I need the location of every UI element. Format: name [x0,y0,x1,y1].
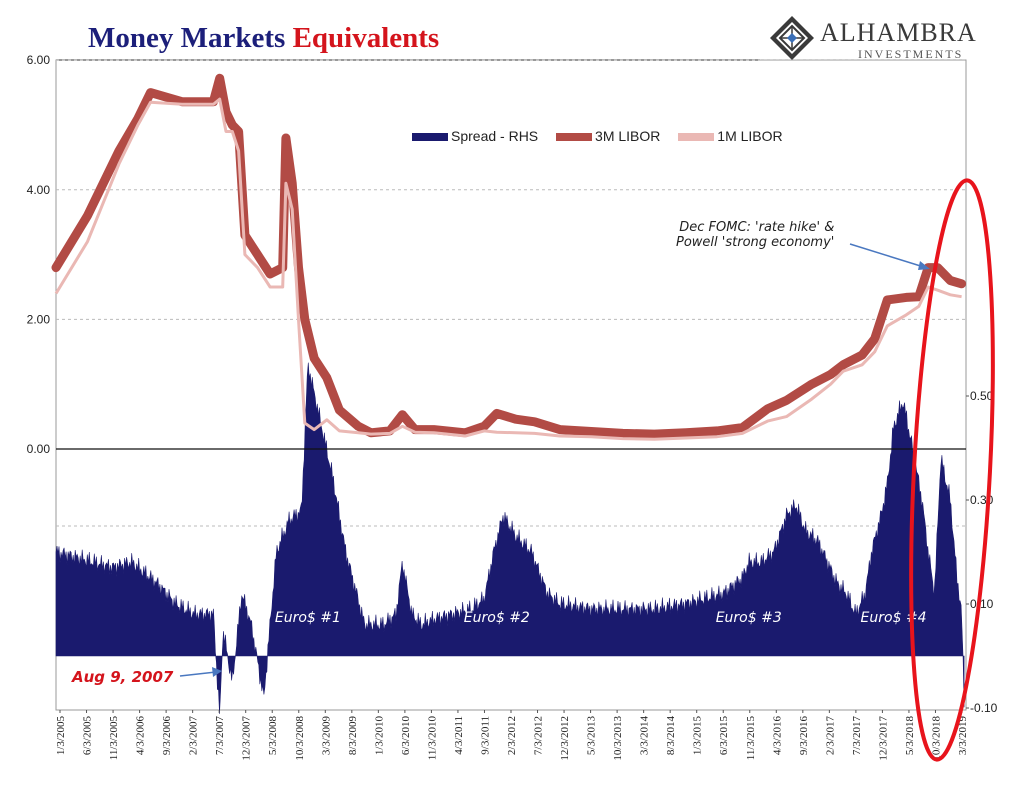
axis-layer: 0.002.004.006.00-0.100.100.300.501/3/200… [27,53,998,760]
x-tick-label: 6/3/2005 [82,716,94,756]
x-tick-label: 7/3/2012 [533,716,545,755]
libor-series-layer [51,73,967,441]
x-tick-label: 12/3/2012 [559,716,571,761]
fomc-arrow-line [849,243,928,269]
x-tick-label: 4/3/2006 [135,716,147,756]
x-tick-label: 12/3/2007 [241,716,253,761]
x-tick-label: 5/3/2008 [267,716,279,756]
x-tick-label: 3/3/2009 [320,716,332,756]
x-tick-label: 10/3/2008 [294,716,306,761]
x-tick-label: 4/3/2016 [771,716,783,756]
highlight-ellipse [909,178,995,762]
fomc-annotation: Dec FOMC: 'rate hike' & Powell 'strong e… [676,220,834,250]
x-tick-label: 2/3/2012 [506,716,518,755]
y-left-tick-label: 4.00 [27,183,51,197]
chart-legend: Spread - RHS 3M LIBOR 1M LIBOR [412,128,797,144]
euro-dollar-region-label: Euro$ #2 [464,610,530,626]
euro-dollar-region-label: Euro$ #4 [861,610,927,626]
x-tick-label: 1/3/2015 [692,716,704,756]
x-tick-label: 5/3/2018 [904,716,916,756]
x-tick-label: 2/3/2017 [824,716,836,756]
logo-subtitle: INVESTMENTS [858,47,964,61]
fomc-annotation-line-2: Powell 'strong economy' [676,235,835,250]
title-part-1: Money Markets [88,22,286,54]
x-tick-label: 5/3/2013 [586,716,598,756]
title-part-2: Equivalents [292,22,440,54]
x-tick-label: 7/3/2007 [214,716,226,756]
x-tick-label: 3/3/2019 [957,716,969,756]
x-tick-label: 1/3/2005 [55,716,67,756]
euro-dollar-region-label: Euro$ #3 [716,610,782,626]
y-right-tick-label: 0.50 [970,389,994,403]
x-tick-label: 4/3/2011 [453,716,465,755]
fomc-arrow-head [918,261,930,270]
x-tick-label: 11/3/2015 [745,716,757,761]
x-tick-label: 2/3/2007 [188,716,200,756]
legend-label-3m-libor: 3M LIBOR [595,128,661,144]
spread-area [55,362,965,714]
aug-9-2007-label: Aug 9, 2007 [72,668,174,686]
alhambra-logo: ALHAMBRA INVESTMENTS [768,14,1018,66]
x-tick-label: 7/3/2017 [851,716,863,756]
fomc-annotation-line-1: Dec FOMC: 'rate hike' & [679,220,835,235]
legend-swatch-spread [412,133,448,142]
x-tick-label: 9/3/2011 [479,716,491,755]
x-tick-label: 9/3/2006 [161,716,173,756]
chart-title: Money Markets Equivalents [88,22,439,55]
x-tick-label: 12/3/2017 [877,716,889,761]
euro-dollar-region-label: Euro$ #1 [275,610,341,626]
spread-series-layer [55,362,965,714]
x-tick-label: 8/3/2014 [665,716,677,756]
x-tick-label: 10/3/2013 [612,716,624,761]
y-right-tick-label: -0.10 [970,701,998,715]
x-tick-label: 6/3/2015 [718,716,730,756]
x-tick-label: 1/3/2010 [373,716,385,756]
x-tick-label: 10/3/2018 [930,716,942,761]
legend-item-spread: Spread - RHS [412,128,538,144]
label-layer: Euro$ #1 Euro$ #2 Euro$ #3 Euro$ #4 [179,178,995,762]
y-left-tick-label: 2.00 [27,312,51,326]
diamond-logo-icon [770,16,814,60]
legend-item-1m-libor: 1M LIBOR [678,128,783,144]
logo-name: ALHAMBRA [820,18,977,47]
x-tick-label: 11/3/2005 [108,716,120,761]
x-tick-label: 11/3/2010 [426,716,438,761]
legend-label-1m-libor: 1M LIBOR [717,128,783,144]
x-tick-label: 9/3/2016 [798,716,810,756]
x-tick-label: 3/3/2014 [639,716,651,756]
legend-label-spread: Spread - RHS [451,128,539,144]
libor-3m-line [51,73,967,439]
legend-swatch-1m-libor [678,133,715,142]
grid-layer [55,59,967,711]
x-tick-label: 6/3/2010 [400,716,412,756]
x-tick-label: 8/3/2009 [347,716,359,756]
y-left-tick-label: 6.00 [27,53,51,67]
y-left-tick-label: 0.00 [27,442,51,456]
aug9-arrow-head [212,667,222,677]
legend-item-3m-libor: 3M LIBOR [556,128,660,144]
y-right-tick-label: 0.10 [970,597,994,611]
aug9-arrow-line [179,671,217,677]
libor-1m-line [54,97,962,441]
legend-swatch-3m-libor [556,133,593,142]
